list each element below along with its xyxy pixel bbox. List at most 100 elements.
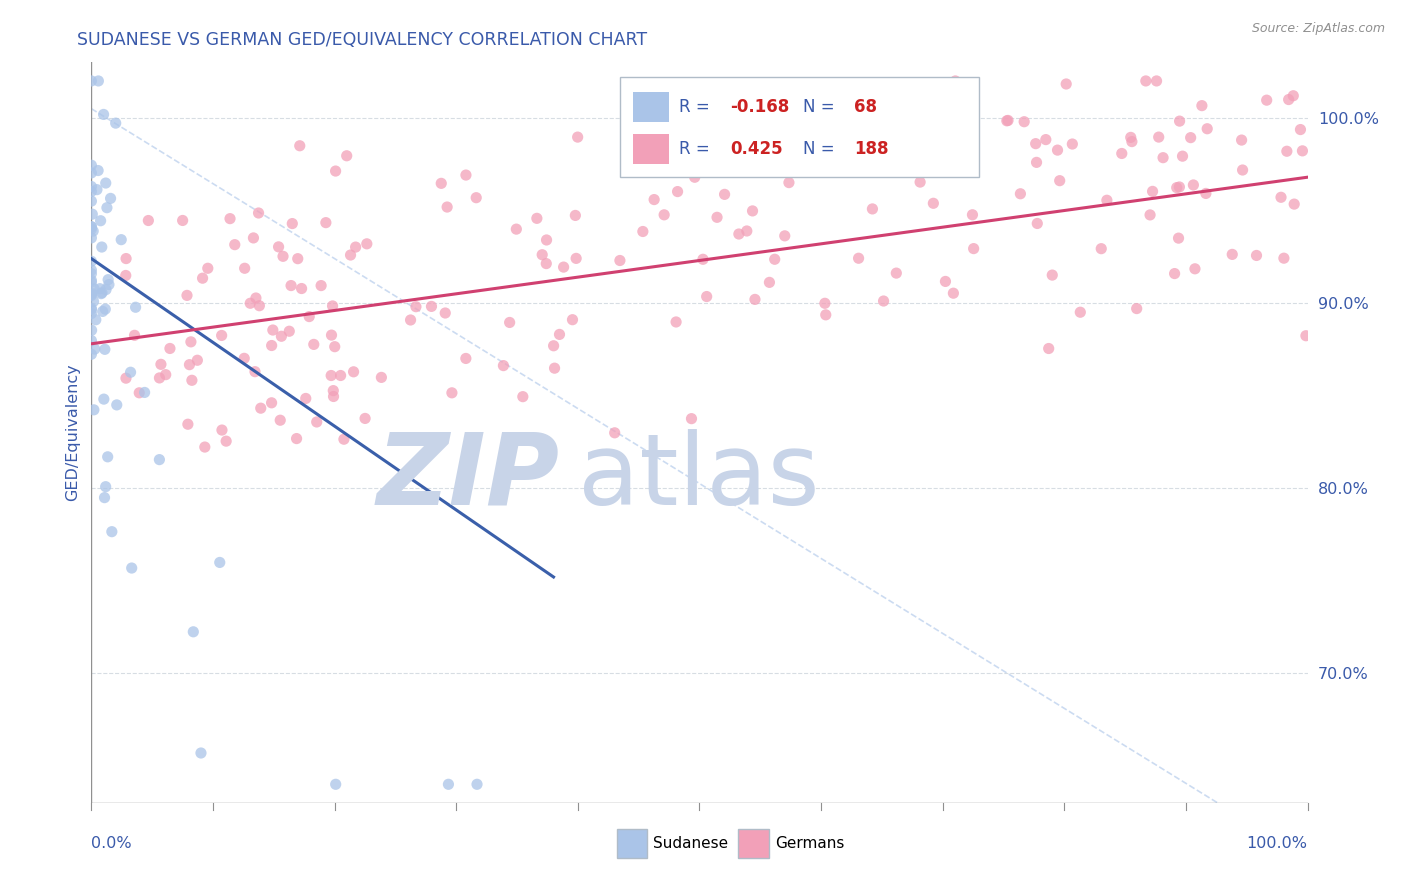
Point bbox=[80, 323, 103, 337]
Point bbox=[908, 175, 931, 189]
Point bbox=[115, 252, 138, 266]
Point bbox=[80, 286, 103, 301]
Point bbox=[643, 193, 665, 207]
Point bbox=[322, 389, 344, 403]
Point bbox=[80, 222, 103, 236]
Point bbox=[84, 312, 107, 326]
Point bbox=[80, 231, 103, 245]
Point bbox=[567, 130, 589, 145]
Point bbox=[1142, 185, 1164, 199]
Point bbox=[1049, 174, 1071, 188]
Point bbox=[536, 233, 558, 247]
Point bbox=[1270, 190, 1292, 204]
Point bbox=[333, 432, 356, 446]
Point bbox=[436, 200, 458, 214]
Point bbox=[531, 248, 554, 262]
Point bbox=[1182, 178, 1205, 192]
Point bbox=[323, 340, 346, 354]
Point bbox=[922, 196, 945, 211]
Point bbox=[763, 128, 786, 143]
Point bbox=[728, 227, 751, 241]
Point bbox=[260, 338, 283, 352]
Text: N =: N = bbox=[803, 140, 839, 158]
Point bbox=[1121, 135, 1143, 149]
Point bbox=[177, 417, 200, 432]
Point bbox=[82, 207, 104, 221]
Point bbox=[80, 179, 103, 194]
Point bbox=[1272, 251, 1295, 265]
Point bbox=[110, 233, 132, 247]
Point bbox=[681, 411, 703, 425]
Point bbox=[399, 313, 422, 327]
Point bbox=[90, 286, 112, 301]
Point bbox=[773, 228, 796, 243]
Point bbox=[121, 561, 143, 575]
Point bbox=[94, 302, 117, 317]
Point bbox=[269, 413, 291, 427]
Point bbox=[1275, 145, 1298, 159]
Point bbox=[80, 287, 103, 301]
Point bbox=[652, 208, 675, 222]
Point bbox=[631, 225, 654, 239]
Text: SUDANESE VS GERMAN GED/EQUIVALENCY CORRELATION CHART: SUDANESE VS GERMAN GED/EQUIVALENCY CORRE… bbox=[77, 31, 647, 49]
Point bbox=[298, 310, 321, 324]
Point bbox=[325, 777, 347, 791]
Point bbox=[86, 183, 108, 197]
Point bbox=[1166, 180, 1188, 194]
Point bbox=[339, 248, 361, 262]
Point bbox=[934, 275, 956, 289]
Point bbox=[100, 191, 122, 205]
Point bbox=[1256, 93, 1278, 107]
Text: R =: R = bbox=[679, 140, 714, 158]
Point bbox=[1278, 93, 1301, 107]
Point bbox=[260, 396, 283, 410]
Point bbox=[1054, 77, 1077, 91]
Point bbox=[224, 237, 246, 252]
Text: N =: N = bbox=[803, 98, 839, 116]
Point bbox=[87, 74, 110, 88]
Point bbox=[96, 201, 118, 215]
Point bbox=[215, 434, 238, 449]
Point bbox=[104, 116, 127, 130]
Point bbox=[434, 306, 457, 320]
Point bbox=[80, 288, 103, 302]
Point bbox=[233, 351, 256, 366]
Point bbox=[1038, 342, 1060, 356]
Point bbox=[294, 392, 316, 406]
Point bbox=[281, 217, 304, 231]
Point bbox=[90, 213, 112, 227]
Point bbox=[943, 74, 966, 88]
Point bbox=[94, 176, 117, 190]
Point bbox=[315, 216, 337, 230]
Point bbox=[285, 432, 308, 446]
Point bbox=[93, 392, 115, 406]
Point bbox=[794, 129, 817, 144]
Point bbox=[91, 304, 114, 318]
Point bbox=[1180, 130, 1202, 145]
Point bbox=[1146, 74, 1168, 88]
Point bbox=[208, 556, 231, 570]
Point bbox=[465, 777, 488, 791]
Point bbox=[124, 300, 146, 314]
Point bbox=[405, 300, 427, 314]
Point bbox=[309, 278, 332, 293]
Text: 100.0%: 100.0% bbox=[1247, 836, 1308, 851]
Point bbox=[1069, 305, 1091, 319]
Point bbox=[134, 385, 156, 400]
Text: Source: ZipAtlas.com: Source: ZipAtlas.com bbox=[1251, 22, 1385, 36]
Point bbox=[786, 99, 808, 113]
Text: Sudanese: Sudanese bbox=[654, 836, 728, 851]
Point bbox=[80, 273, 103, 287]
Point bbox=[1195, 186, 1218, 201]
Point bbox=[94, 283, 117, 297]
Point bbox=[249, 401, 271, 416]
Point bbox=[190, 746, 212, 760]
Point bbox=[1139, 208, 1161, 222]
Point bbox=[1295, 328, 1317, 343]
Point bbox=[159, 342, 181, 356]
Point bbox=[1197, 121, 1219, 136]
Point bbox=[80, 166, 103, 180]
Point bbox=[115, 371, 138, 385]
Point bbox=[1282, 197, 1305, 211]
Point bbox=[872, 293, 894, 308]
